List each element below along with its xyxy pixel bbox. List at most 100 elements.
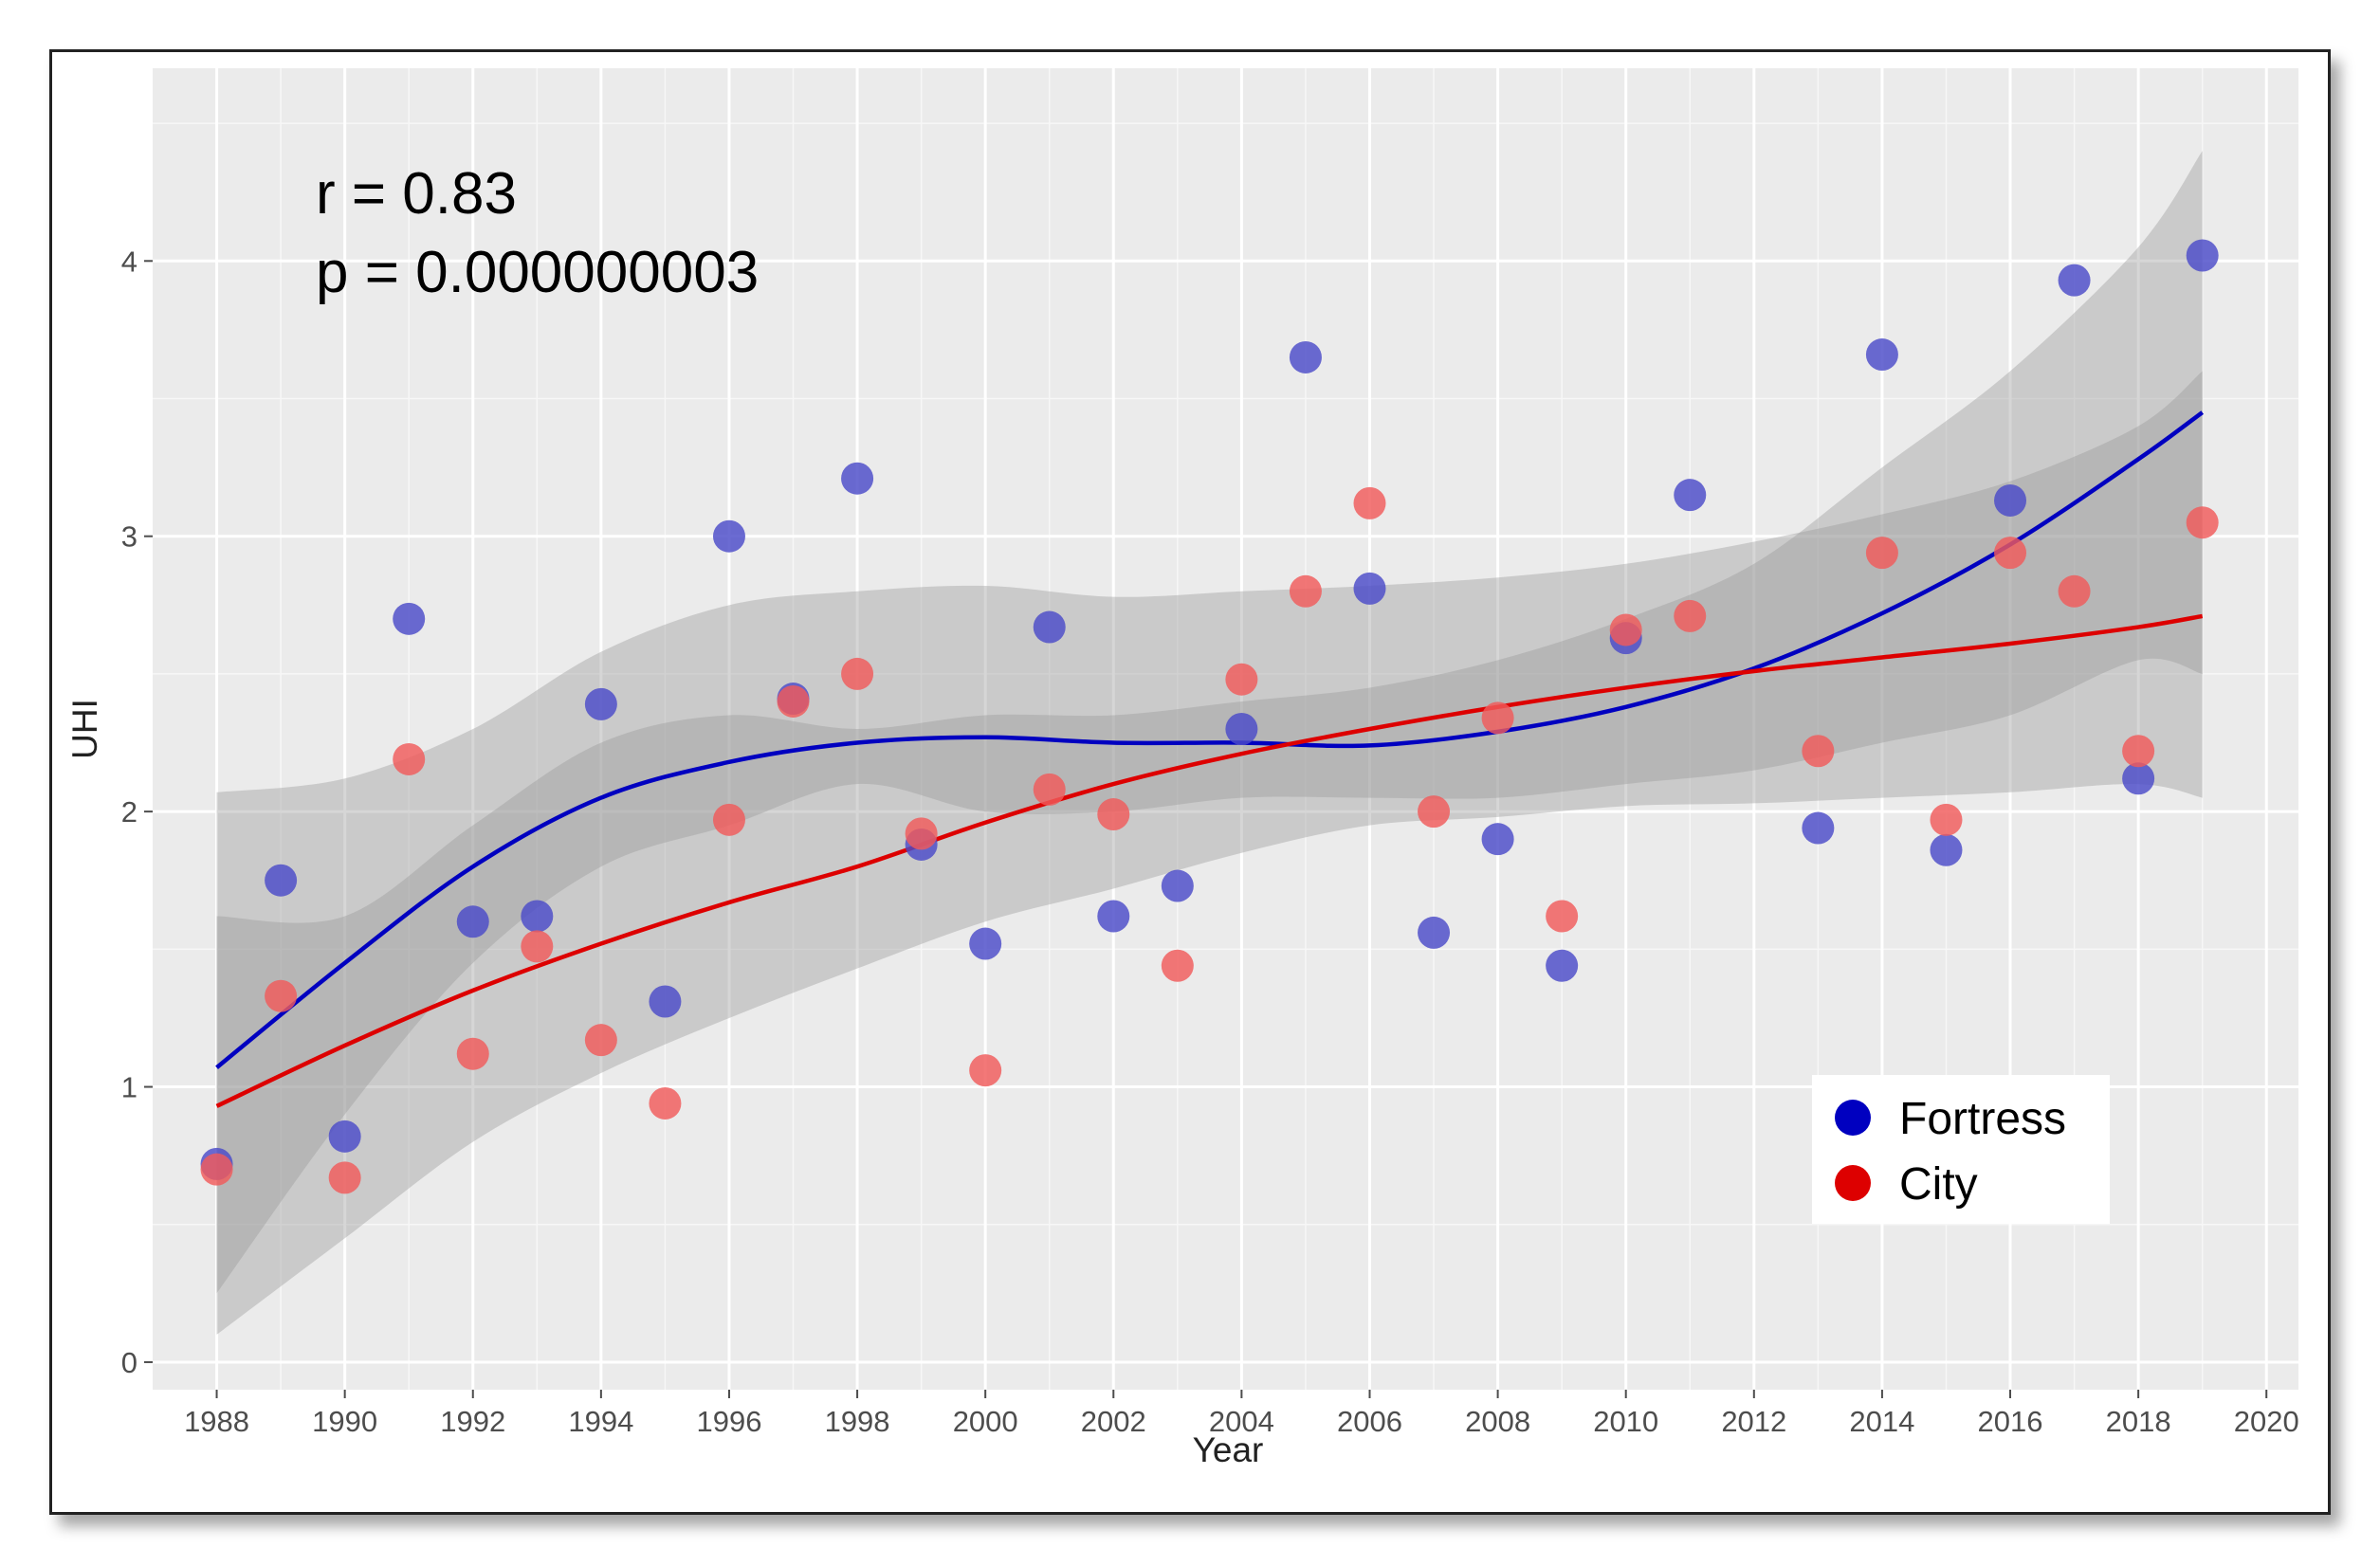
x-tick-label: 2016 (1978, 1405, 2043, 1438)
city-data-point (393, 742, 426, 775)
city-data-point (1353, 486, 1386, 519)
fortress-data-point (1161, 869, 1194, 902)
uhi-scatter-chart: 1988 1990 1992 1994 1996 1998 2000 2002 2004 2006… (65, 68, 2299, 1469)
city-data-point (1033, 773, 1066, 806)
city-trend-line (215, 613, 2204, 1108)
fortress-data-point (649, 985, 682, 1018)
city-data-point (777, 684, 810, 718)
x-tick-label: 2020 (2234, 1405, 2299, 1438)
city-data-point (1802, 735, 1835, 768)
fortress-data-point (1994, 483, 2027, 517)
fortress-data-point (1418, 916, 1451, 949)
x-tick-label: 2000 (953, 1405, 1018, 1438)
city-data-point (1097, 798, 1130, 831)
fortress-data-point (521, 900, 554, 933)
fortress-data-point (456, 905, 489, 938)
fortress-data-point (1033, 610, 1066, 644)
fortress-data-point (1097, 900, 1130, 933)
y-tick-label: 0 (121, 1346, 137, 1379)
x-tick-label: 2014 (1849, 1405, 1914, 1438)
fortress-data-point (1802, 811, 1835, 845)
x-tick-label: 2010 (1593, 1405, 1658, 1438)
city-data-point (1865, 537, 1898, 570)
x-tick-label: 2012 (1721, 1405, 1786, 1438)
x-tick-label: 1990 (312, 1405, 377, 1438)
fortress-data-point (328, 1120, 361, 1153)
figure-frame: 1988 1990 1992 1994 1996 1998 2000 2002 2004 2006… (49, 49, 2331, 1515)
city-confidence-band (216, 371, 2203, 1335)
fortress-data-point (1930, 833, 1963, 866)
fortress-data-point (2122, 762, 2155, 795)
x-tick-label: 2004 (1209, 1405, 1274, 1438)
city-data-point (2122, 735, 2155, 768)
city-data-point (649, 1086, 682, 1120)
y-tick-label: 3 (121, 520, 137, 554)
city-data-point (265, 979, 298, 1012)
city-data-point (2058, 574, 2091, 608)
city-data-point (1289, 574, 1322, 608)
city-data-point (328, 1161, 361, 1194)
fortress-data-point (969, 927, 1002, 960)
p-value-annotation: p = 0.000000003 (316, 240, 759, 305)
confidence-bands (216, 151, 2203, 1335)
city-data-point (1225, 663, 1258, 696)
fortress-data-point (1353, 572, 1386, 605)
city-data-point (841, 657, 874, 690)
city-data-point (1609, 613, 1642, 646)
data-points (200, 239, 2219, 1194)
city-data-point (456, 1037, 489, 1070)
legend-key-city (1835, 1165, 1871, 1201)
y-tick-label: 1 (121, 1071, 137, 1104)
legend-label-fortress: Fortress (1899, 1094, 2066, 1144)
city-data-point (1930, 803, 1963, 836)
fortress-data-point (1674, 479, 1707, 512)
fortress-data-point (1225, 713, 1258, 745)
city-data-point (969, 1054, 1002, 1087)
city-data-point (1546, 900, 1579, 933)
x-tick-label: 1988 (184, 1405, 249, 1438)
fortress-data-point (1865, 338, 1898, 372)
fortress-data-point (1481, 823, 1514, 856)
fortress-data-point (712, 519, 745, 553)
city-data-point (584, 1024, 617, 1057)
city-data-point (200, 1153, 233, 1186)
city-data-point (521, 930, 554, 963)
city-data-point (1161, 949, 1194, 982)
fortress-data-point (393, 602, 426, 635)
x-tick-label: 1996 (696, 1405, 761, 1438)
x-tick-label: 1992 (440, 1405, 505, 1438)
fortress-data-point (584, 687, 617, 720)
legend-background (1812, 1075, 2110, 1224)
fortress-data-point (2186, 239, 2219, 272)
fortress-data-point (1546, 949, 1579, 982)
y-axis-title: UHI (65, 699, 104, 759)
city-data-point (1481, 701, 1514, 735)
fortress-confidence-band (216, 151, 2203, 1294)
legend-key-fortress (1835, 1100, 1871, 1136)
x-tick-label: 2008 (1465, 1405, 1530, 1438)
x-axis-title: Year (1193, 1430, 1264, 1469)
x-tick-label: 2002 (1081, 1405, 1146, 1438)
city-data-point (1418, 795, 1451, 829)
legend-label-city: City (1899, 1159, 1978, 1210)
fortress-trend-line (215, 410, 2204, 1069)
city-data-point (1674, 599, 1707, 632)
city-data-point (1994, 537, 2027, 570)
y-tick-label: 4 (121, 245, 137, 278)
axes: 1988 1990 1992 1994 1996 1998 2000 2002 2004 2006… (121, 245, 2299, 1438)
city-data-point (712, 803, 745, 836)
city-data-point (905, 817, 938, 850)
fortress-data-point (1289, 340, 1322, 373)
x-tick-label: 1994 (568, 1405, 633, 1438)
smooth-lines (215, 410, 2204, 1108)
fortress-data-point (841, 462, 874, 495)
y-tick-label: 2 (121, 795, 137, 829)
correlation-r-annotation: r = 0.83 (316, 161, 517, 227)
fortress-data-point (2058, 264, 2091, 297)
x-tick-label: 2006 (1337, 1405, 1402, 1438)
legend: Fortress City (1812, 1075, 2110, 1224)
fortress-data-point (265, 864, 298, 897)
city-data-point (2186, 506, 2219, 539)
x-tick-label: 1998 (825, 1405, 890, 1438)
x-tick-label: 2018 (2106, 1405, 2171, 1438)
